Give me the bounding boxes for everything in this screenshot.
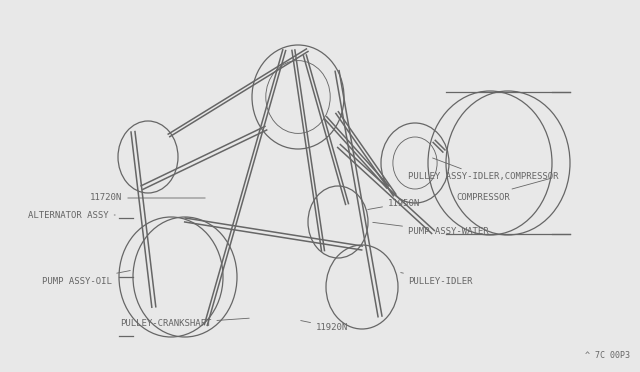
Text: 11950N: 11950N: [368, 199, 420, 209]
Text: PUMP ASSY-OIL: PUMP ASSY-OIL: [42, 270, 131, 285]
Text: 11920N: 11920N: [301, 321, 348, 331]
Text: ^ 7C 00P3: ^ 7C 00P3: [585, 351, 630, 360]
Text: 11720N: 11720N: [90, 193, 205, 202]
Text: PUMP ASSY-WATER: PUMP ASSY-WATER: [372, 222, 488, 237]
Text: PULLEY-IDLER: PULLEY-IDLER: [401, 273, 472, 285]
Text: ALTERNATOR ASSY: ALTERNATOR ASSY: [28, 211, 115, 219]
Text: PULLEY ASSY-IDLER,COMPRESSOR: PULLEY ASSY-IDLER,COMPRESSOR: [408, 158, 559, 182]
Text: COMPRESSOR: COMPRESSOR: [456, 179, 549, 202]
Text: PULLEY-CRANKSHAFT: PULLEY-CRANKSHAFT: [120, 318, 249, 328]
